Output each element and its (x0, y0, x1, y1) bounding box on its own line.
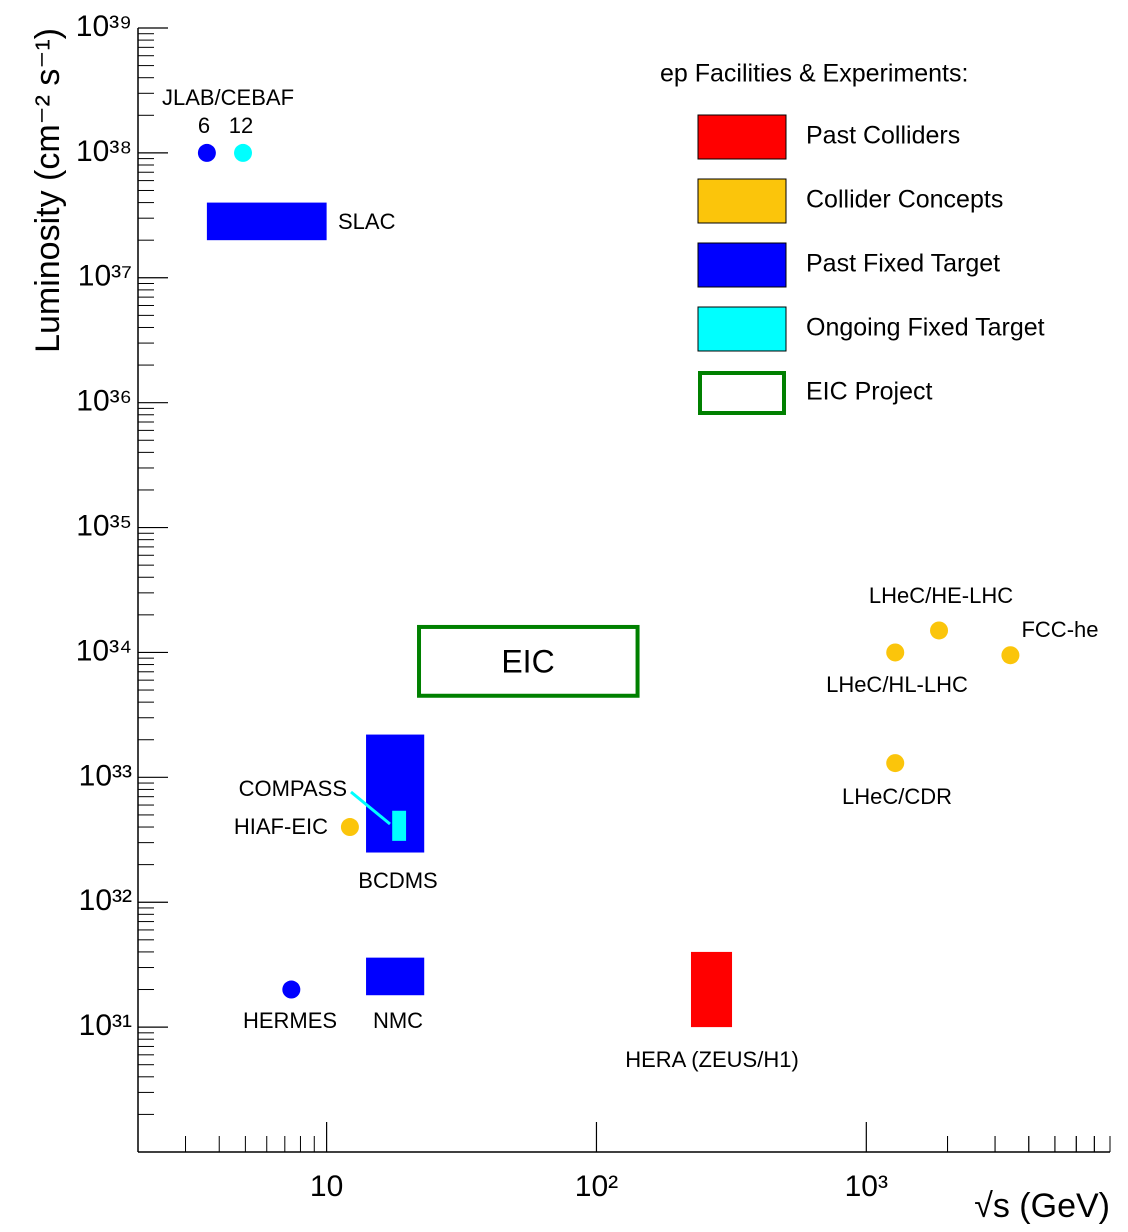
point (340, 818, 359, 837)
data-label: HERMES (243, 1008, 337, 1033)
box (366, 957, 425, 996)
y-tick-label: 10³⁴ (76, 634, 132, 667)
legend-label: Past Colliders (806, 122, 960, 150)
data-label: FCC-he (1021, 617, 1098, 642)
x-tick-label: 10³ (845, 1170, 888, 1203)
legend-swatch (697, 242, 787, 288)
point (886, 754, 905, 773)
annotation: JLAB/CEBAF (162, 85, 294, 110)
point (282, 980, 301, 999)
x-axis-title: √s (GeV) (974, 1187, 1110, 1225)
point (197, 143, 216, 162)
data-label: COMPASS (239, 776, 347, 801)
data-label: EIC (501, 643, 554, 679)
data-label: LHeC/HE-LHC (869, 583, 1013, 608)
y-axis-title: Luminosity (cm⁻² s⁻¹) (29, 28, 67, 353)
legend-swatch (697, 114, 787, 160)
y-tick-label: 10³³ (79, 759, 132, 792)
point (886, 643, 905, 662)
data-label: 6 (198, 113, 210, 138)
point (234, 143, 253, 162)
x-tick-label: 10 (310, 1170, 343, 1203)
y-tick-label: 10³⁷ (78, 260, 132, 293)
legend-label: Ongoing Fixed Target (806, 314, 1045, 342)
legend-title: ep Facilities & Experiments: (660, 60, 968, 88)
data-label: LHeC/HL-LHC (826, 672, 968, 697)
data-label: NMC (373, 1008, 423, 1033)
legend-swatch (698, 371, 786, 415)
box (417, 624, 640, 698)
y-tick-label: 10³¹ (79, 1009, 132, 1042)
point (1001, 646, 1020, 665)
data-label: BCDMS (358, 868, 437, 893)
data-label: 12 (229, 113, 253, 138)
x-tick-label: 10² (575, 1170, 618, 1203)
data-label: HERA (ZEUS/H1) (625, 1047, 799, 1072)
y-tick-label: 10³⁵ (76, 509, 132, 542)
y-tick-label: 10³² (79, 884, 132, 917)
y-tick-label: 10³⁶ (76, 385, 132, 418)
legend-swatch (697, 306, 787, 352)
point (930, 621, 949, 640)
legend-label: EIC Project (806, 378, 932, 406)
legend-label: Collider Concepts (806, 186, 1003, 214)
y-tick-label: 10³⁸ (76, 135, 132, 168)
legend-swatch (697, 178, 787, 224)
data-label: LHeC/CDR (842, 784, 952, 809)
data-label: SLAC (338, 209, 396, 234)
box (206, 202, 327, 241)
data-label: HIAF-EIC (234, 814, 328, 839)
y-tick-label: 10³⁹ (76, 10, 132, 43)
legend-label: Past Fixed Target (806, 250, 1000, 278)
box (690, 951, 733, 1028)
box (392, 810, 407, 841)
leader-line (350, 790, 391, 826)
